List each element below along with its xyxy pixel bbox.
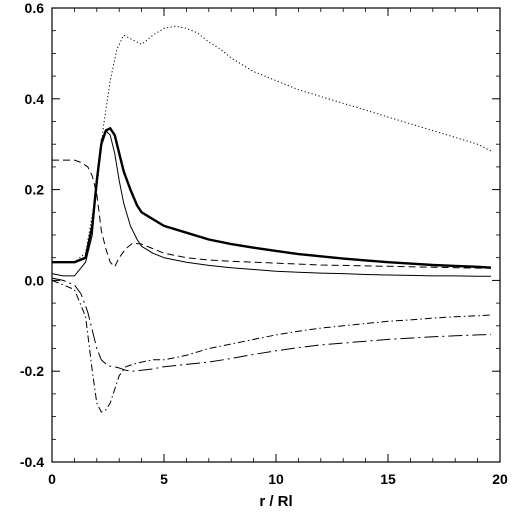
x-tick-label: 20 — [492, 471, 508, 487]
x-tick-label: 15 — [380, 471, 396, 487]
x-tick-labels: 0 5 10 15 20 — [48, 471, 508, 487]
x-tick-label: 0 — [48, 471, 56, 487]
x-tick-label: 10 — [268, 471, 284, 487]
x-axis-title: r / Rl — [259, 493, 292, 510]
y-tick-labels: 0.6 0.4 0.2 0.0 -0.2 -0.4 — [20, 0, 44, 470]
axis-ticks — [51, 7, 501, 463]
series-long-dash-dot-line — [51, 277, 492, 372]
y-tick-label: -0.4 — [20, 454, 44, 470]
series-group — [51, 25, 492, 413]
y-tick-label: 0.4 — [25, 91, 45, 107]
y-tick-label: 0.0 — [25, 272, 45, 288]
y-tick-label: 0.6 — [25, 0, 45, 16]
plot-frame — [51, 7, 501, 463]
y-tick-label: 0.2 — [25, 182, 45, 198]
series-dotted-line — [52, 25, 492, 263]
x-tick-label: 5 — [160, 471, 168, 487]
series-bold-solid-line — [52, 127, 492, 269]
y-tick-label: -0.2 — [20, 363, 44, 379]
series-thin-solid-line — [51, 130, 491, 277]
series-dash-dot-line — [51, 279, 492, 413]
series-dashed-line — [52, 159, 491, 269]
